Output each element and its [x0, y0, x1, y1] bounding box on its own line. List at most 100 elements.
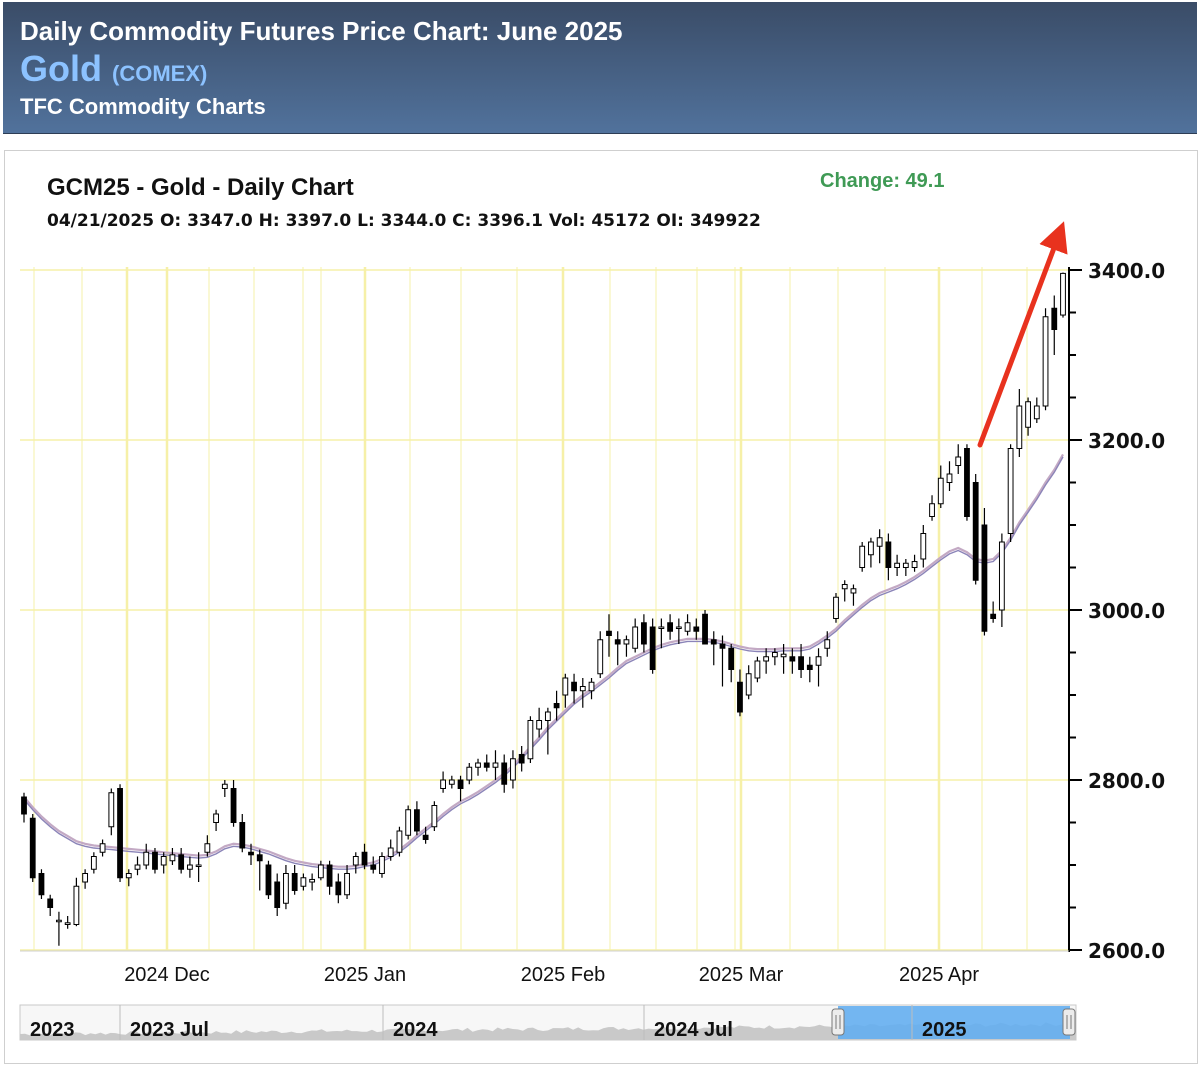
moving-average-line — [23, 453, 1064, 868]
y-tick-label: 3400.0 — [1088, 259, 1165, 283]
candle — [684, 614, 691, 636]
candle — [553, 690, 560, 721]
candle — [370, 856, 377, 874]
candle — [1025, 397, 1031, 436]
candle — [291, 865, 298, 895]
candle — [606, 614, 612, 657]
ohlc-readout: 04/21/2025 O: 3347.0 H: 3397.0 L: 3344.0… — [47, 211, 761, 231]
navigator-handle[interactable] — [1062, 1008, 1076, 1036]
candle — [230, 780, 237, 827]
candle — [859, 542, 866, 572]
chart-title: GCM25 - Gold - Daily Chart — [47, 174, 354, 201]
candle — [693, 618, 700, 640]
candle — [422, 826, 429, 844]
candle — [1007, 444, 1014, 542]
candle — [448, 775, 455, 789]
candle — [937, 465, 944, 508]
candle — [405, 805, 412, 840]
candle — [571, 673, 577, 704]
candle — [737, 669, 743, 717]
candle — [641, 614, 647, 653]
candle — [675, 618, 682, 644]
candle — [29, 814, 36, 882]
page-header: Daily Commodity Futures Price Chart: Jun… — [3, 2, 1197, 134]
candle — [850, 584, 857, 606]
candle — [955, 444, 962, 474]
candle — [981, 508, 988, 636]
y-tick-label: 3200.0 — [1088, 429, 1165, 453]
candle — [440, 771, 446, 793]
candle — [117, 784, 123, 882]
candle — [806, 656, 813, 683]
candle — [56, 911, 62, 946]
candle — [1042, 308, 1049, 411]
candle — [204, 835, 211, 857]
change-readout: Change: 49.1 — [820, 170, 945, 192]
commodity-name-text: Gold — [20, 48, 102, 89]
candle — [798, 644, 804, 678]
candle — [632, 618, 639, 653]
candle — [902, 559, 909, 576]
candle — [964, 444, 970, 521]
candle — [90, 852, 97, 874]
candle — [335, 873, 342, 904]
candle — [990, 601, 997, 623]
candle — [789, 648, 796, 674]
candle — [876, 529, 883, 564]
candle — [475, 758, 481, 776]
candle — [160, 852, 167, 874]
candle — [527, 716, 534, 763]
candle — [710, 631, 717, 666]
candle — [483, 754, 490, 772]
candle — [82, 869, 89, 889]
candle — [73, 877, 80, 927]
candle — [186, 856, 193, 878]
candle — [152, 848, 158, 874]
candle — [1051, 295, 1058, 355]
candle — [178, 848, 185, 874]
candle — [413, 801, 420, 836]
candle — [763, 648, 770, 674]
navigator-selection[interactable] — [838, 1006, 1070, 1039]
candle — [536, 707, 543, 738]
candle — [265, 860, 272, 899]
candle — [597, 631, 604, 678]
candle — [143, 843, 150, 870]
candle — [780, 644, 787, 674]
candle — [274, 873, 281, 916]
candle — [841, 580, 848, 602]
candle — [920, 525, 927, 568]
candle — [754, 656, 761, 683]
candle — [431, 801, 438, 831]
candle — [134, 856, 141, 876]
candle — [396, 826, 403, 857]
candle — [833, 593, 839, 623]
exchange-label: (COMEX) — [112, 61, 208, 86]
candle — [326, 860, 333, 895]
candle — [195, 852, 202, 882]
navigator-label: 2024 Jul — [654, 1019, 733, 1041]
candle — [21, 792, 27, 823]
candle — [894, 554, 901, 576]
trend-arrow — [977, 221, 1068, 448]
navigator-label: 2025 — [922, 1019, 967, 1041]
navigator-volume — [20, 1022, 1076, 1040]
candle — [492, 750, 499, 780]
source-label: TFC Commodity Charts — [20, 94, 266, 119]
candle — [972, 474, 979, 585]
candle — [283, 865, 289, 910]
candle — [361, 843, 368, 870]
candle — [99, 839, 106, 857]
x-tick-label: 2025 Jan — [324, 964, 406, 986]
candle — [815, 648, 822, 687]
candle — [562, 673, 569, 708]
candle — [501, 754, 508, 793]
candle — [998, 533, 1005, 627]
candle — [824, 631, 831, 657]
candle — [518, 746, 525, 772]
navigator-handle[interactable] — [831, 1008, 845, 1036]
candle — [911, 554, 918, 572]
header-title: Daily Commodity Futures Price Chart: Jun… — [20, 16, 623, 46]
candle — [108, 788, 115, 836]
